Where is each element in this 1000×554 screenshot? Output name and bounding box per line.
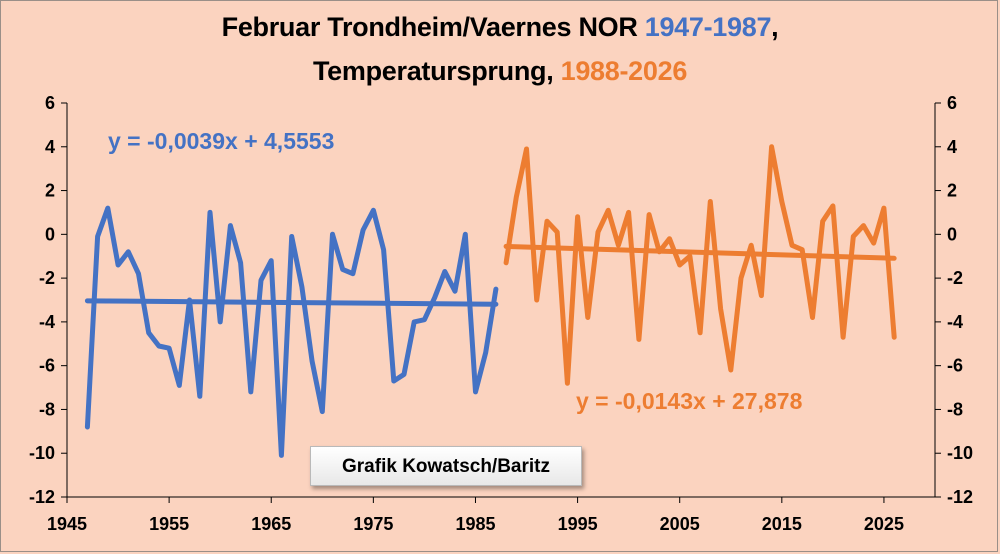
y-tick-label-left: -8 <box>39 399 55 419</box>
trendline-equation-1: y = -0,0039x + 4,5553 <box>108 128 335 154</box>
y-tick-label-right: -2 <box>947 268 963 288</box>
title-period-1: 1947-1987 <box>644 12 772 42</box>
y-tick-label-right: -8 <box>947 399 963 419</box>
x-tick-label: 1945 <box>47 514 87 534</box>
y-tick-label-right: 0 <box>947 224 957 244</box>
y-tick-label-left: 4 <box>45 137 55 157</box>
y-tick-label-right: -10 <box>947 443 973 463</box>
y-tick-label-left: -2 <box>39 268 55 288</box>
title-prefix-2: Temperatursprung, <box>312 56 561 86</box>
y-tick-label-left: 2 <box>45 181 55 201</box>
x-tick-label: 1955 <box>149 514 189 534</box>
x-tick-label: 1985 <box>455 514 495 534</box>
y-tick-label-right: 6 <box>947 93 957 113</box>
title-period-2: 1988-2026 <box>560 56 688 86</box>
trendline-2 <box>503 243 897 261</box>
y-tick-label-right: 4 <box>947 137 957 157</box>
chart-title-line-2: Temperatursprung, 1988-2026 <box>0 56 1000 87</box>
series-line-1 <box>84 205 499 458</box>
y-tick-label-left: 6 <box>45 93 55 113</box>
y-tick-label-left: 0 <box>45 224 55 244</box>
chart-title-line-1: Februar Trondheim/Vaernes NOR 1947-1987, <box>0 12 1000 43</box>
y-tick-label-left: -12 <box>29 487 55 507</box>
x-tick-label: 1995 <box>558 514 598 534</box>
y-tick-label-right: 2 <box>947 181 957 201</box>
y-tick-label-right: -4 <box>947 312 963 332</box>
y-tick-label-left: -4 <box>39 312 55 332</box>
y-tick-label-right: -12 <box>947 487 973 507</box>
trendline-1 <box>84 298 499 307</box>
title-suffix-1: , <box>771 12 779 42</box>
title-prefix-1: Februar Trondheim/Vaernes NOR <box>221 12 645 42</box>
x-tick-label: 2005 <box>660 514 700 534</box>
y-tick-label-left: -6 <box>39 356 55 376</box>
credit-label: Grafik Kowatsch/Baritz <box>310 446 582 486</box>
y-tick-label-right: -6 <box>947 356 963 376</box>
x-tick-label: 2025 <box>864 514 904 534</box>
x-tick-label: 1965 <box>251 514 291 534</box>
x-tick-label: 2015 <box>762 514 802 534</box>
x-tick-label: 1975 <box>353 514 393 534</box>
series-line-2 <box>503 144 897 386</box>
trendline-equation-2: y = -0,0143x + 27,878 <box>576 388 803 414</box>
y-tick-label-left: -10 <box>29 443 55 463</box>
